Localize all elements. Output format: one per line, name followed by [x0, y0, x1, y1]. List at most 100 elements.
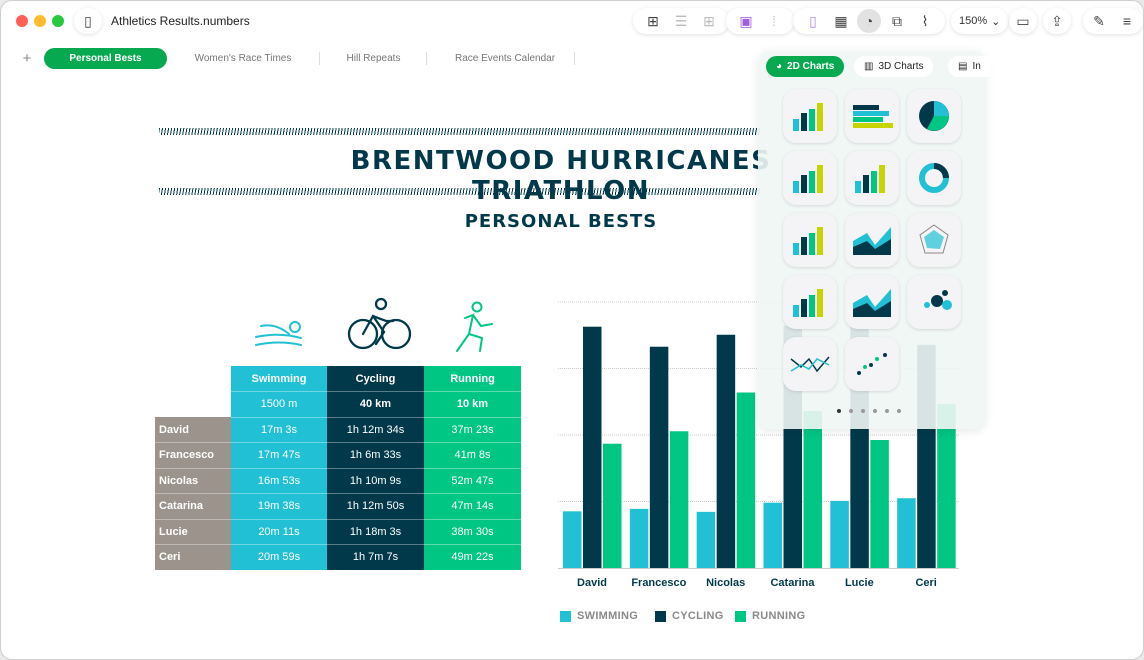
cycle-time[interactable]: 1h 12m 34s [327, 417, 424, 443]
bubble-chart-option[interactable] [907, 275, 961, 329]
cycle-time[interactable]: 1h 10m 9s [327, 468, 424, 494]
run-time[interactable]: 37m 23s [424, 417, 521, 443]
image-generate-icon[interactable]: ▣ [739, 12, 753, 29]
run-time[interactable]: 38m 30s [424, 519, 521, 545]
athlete-name[interactable]: David [155, 417, 231, 443]
bar-chart-icon [853, 105, 893, 128]
swim-time[interactable]: 20m 59s [231, 544, 327, 571]
cycle-time[interactable]: 1h 18m 3s [327, 519, 424, 545]
tab-personal-bests[interactable]: Personal Bests [44, 48, 167, 69]
stacked-column-chart-icon [855, 165, 885, 193]
page-dot[interactable] [897, 409, 901, 413]
category-label: Lucie [845, 577, 874, 589]
stacked-column-chart-option[interactable] [845, 151, 899, 205]
swim-time[interactable]: 19m 38s [231, 493, 327, 520]
swim-time[interactable]: 17m 47s [231, 442, 327, 469]
run-time[interactable]: 41m 8s [424, 442, 521, 469]
toolbar-group-insert: ⊞ ☰ ⊞ [633, 8, 729, 34]
donut-chart-option[interactable] [907, 151, 961, 205]
mixed-chart-option[interactable] [783, 213, 837, 267]
distance-running[interactable]: 10 km [424, 391, 521, 418]
run-time[interactable]: 52m 47s [424, 468, 521, 494]
tab-3d-charts[interactable]: ▥ 3D Charts [854, 56, 934, 77]
cycle-time[interactable]: 1h 12m 50s [327, 493, 424, 520]
pie-chart-option[interactable] [907, 89, 961, 143]
area-chart-option[interactable] [845, 213, 899, 267]
swimming-icon [255, 321, 302, 346]
bar-swimming [830, 500, 849, 568]
sidebar-toggle-button[interactable]: ▯ [74, 8, 102, 34]
minimize-button[interactable] [34, 15, 46, 27]
grid-icon[interactable]: ⁞ [772, 13, 776, 29]
swim-time[interactable]: 17m 3s [231, 417, 327, 443]
line-chart-option[interactable] [783, 337, 837, 391]
athlete-name[interactable]: Francesco [155, 442, 231, 469]
column-chart-option[interactable] [783, 89, 837, 143]
page-dot[interactable] [873, 409, 877, 413]
share-button[interactable]: ⇪ [1043, 8, 1071, 34]
comment-button[interactable]: ▭ [1009, 8, 1037, 34]
text-box-icon[interactable]: ▯ [809, 12, 817, 29]
legend-label: SWIMMING [577, 610, 639, 622]
bar-chart-option[interactable] [845, 89, 899, 143]
add-page-icon[interactable]: ⊞ [647, 12, 659, 29]
two-axis-chart-option[interactable] [783, 275, 837, 329]
distance-cycling[interactable]: 40 km [327, 391, 424, 418]
tab-womens-race-times[interactable]: Women's Race Times [194, 53, 292, 64]
stacked-bar-chart-option[interactable] [783, 151, 837, 205]
run-time[interactable]: 49m 22s [424, 544, 521, 571]
title-stripe-top [159, 128, 761, 135]
swim-time[interactable]: 16m 53s [231, 468, 327, 494]
tab-2d-charts[interactable]: ◕ 2D Charts [766, 56, 845, 77]
bar-cycling [649, 346, 669, 568]
header-swimming[interactable]: Swimming [231, 366, 327, 392]
close-button[interactable] [16, 15, 28, 27]
page-dot[interactable] [861, 409, 865, 413]
organize-icon[interactable]: ≡ [1122, 13, 1132, 29]
table-add-icon[interactable]: ⊞ [703, 12, 715, 29]
run-time[interactable]: 47m 14s [424, 493, 521, 520]
tab-hill-repeats[interactable]: Hill Repeats [346, 53, 401, 64]
header-cycling[interactable]: Cycling [327, 366, 424, 392]
athlete-name[interactable]: Ceri [155, 544, 231, 571]
scatter-chart-option[interactable] [845, 337, 899, 391]
legend-label: CYCLING [672, 610, 724, 622]
pie-chart-icon: ◕ [776, 61, 783, 72]
list-icon[interactable]: ☰ [674, 12, 688, 29]
header-running[interactable]: Running [424, 366, 521, 392]
page-dot[interactable] [885, 409, 889, 413]
legend-running: RUNNING [735, 610, 805, 622]
swim-time[interactable]: 20m 11s [231, 519, 327, 545]
category-label: David [577, 577, 607, 589]
page-dot[interactable] [837, 409, 841, 413]
zoom-button[interactable] [52, 15, 64, 27]
attachment-icon[interactable]: ⌇ [921, 12, 929, 29]
tab-label: 2D Charts [787, 61, 835, 72]
toolbar-group-media: ▣ ⁞ [726, 8, 794, 34]
cycle-time[interactable]: 1h 7m 7s [327, 544, 424, 571]
mixed-chart-icon [793, 227, 823, 255]
toolbar-group-format: ✎ ≡ [1083, 8, 1143, 34]
add-sheet-button[interactable]: + [22, 50, 32, 67]
cycle-time[interactable]: 1h 6m 33s [327, 442, 424, 469]
page-dot[interactable] [849, 409, 853, 413]
stacked-area-chart-option[interactable] [845, 275, 899, 329]
chart-icon[interactable]: ◔ [857, 9, 881, 33]
athlete-name[interactable]: Catarina [155, 493, 231, 520]
athlete-name[interactable]: Nicolas [155, 468, 231, 494]
tab-interactive-charts[interactable]: ▤ In [948, 56, 991, 77]
format-brush-icon[interactable]: ✎ [1093, 12, 1105, 29]
donut-chart-icon [919, 163, 949, 193]
category-label: Ceri [915, 577, 936, 589]
distance-swimming[interactable]: 1500 m [231, 391, 327, 418]
tab-label: In [972, 61, 981, 72]
shape-icon[interactable]: ⧉ [892, 12, 902, 29]
bar-swimming [763, 502, 782, 568]
athlete-name[interactable]: Lucie [155, 519, 231, 545]
tab-race-events-calendar[interactable]: Race Events Calendar [454, 53, 556, 64]
zoom-select[interactable]: 150% ⌄ [951, 8, 1009, 34]
radar-chart-option[interactable] [907, 213, 961, 267]
table-icon[interactable]: ▦ [834, 12, 848, 29]
